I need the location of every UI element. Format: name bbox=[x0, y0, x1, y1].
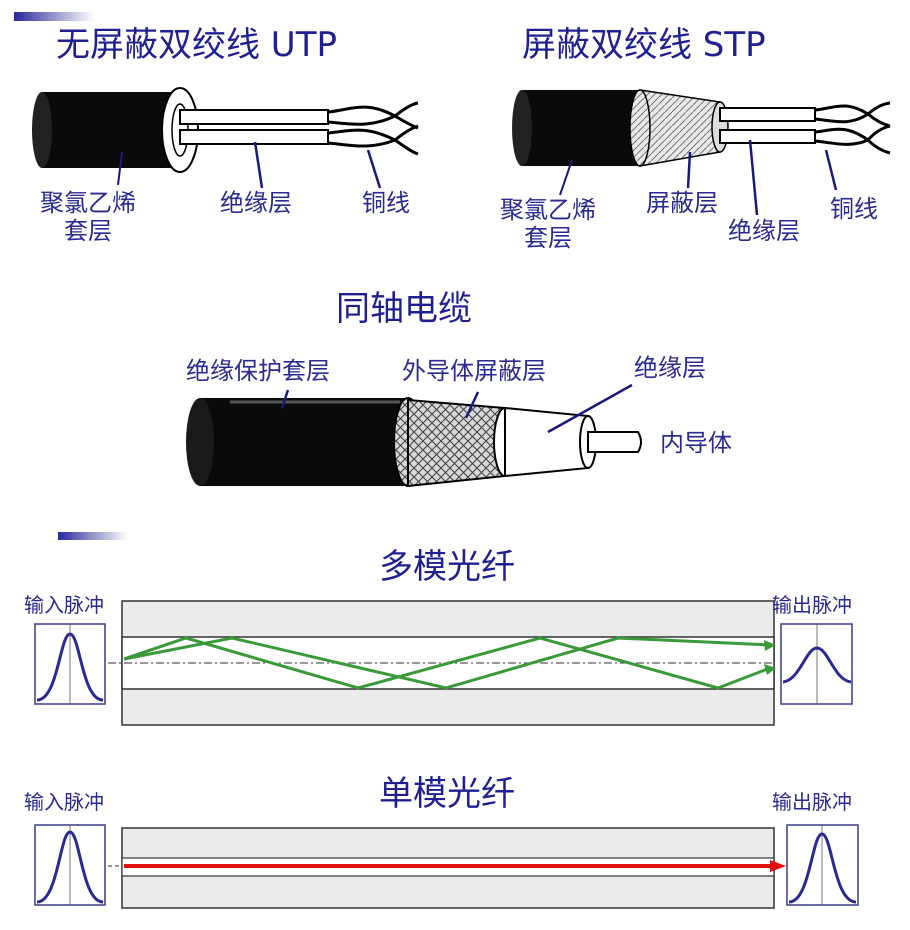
stp-jacket-label-line1: 聚氯乙烯 bbox=[500, 197, 596, 225]
utp-insulation-label: 绝缘层 bbox=[220, 190, 292, 218]
utp-jacket-label-line2: 套层 bbox=[40, 218, 136, 246]
stp-jacket-label-line2: 套层 bbox=[500, 225, 596, 253]
multimode-output-label: 输出脉冲 bbox=[772, 595, 852, 615]
singlemode-input-label: 输入脉冲 bbox=[24, 792, 104, 812]
accent-bar-top bbox=[14, 12, 94, 21]
multimode-fiber bbox=[35, 601, 852, 725]
coax-insulation-label: 绝缘层 bbox=[634, 355, 706, 383]
utp-cable-illustration bbox=[32, 88, 418, 188]
singlemode-title: 单模光纤 bbox=[379, 777, 515, 811]
singlemode-output-label: 输出脉冲 bbox=[772, 792, 852, 812]
stp-copper-label: 铜线 bbox=[830, 196, 878, 224]
utp-jacket-label: 聚氯乙烯 套层 bbox=[40, 190, 136, 245]
multimode-title: 多模光纤 bbox=[379, 550, 515, 584]
coax-inner-conductor-label: 内导体 bbox=[660, 430, 732, 458]
stp-title: 屏蔽双绞线 STP bbox=[522, 28, 766, 62]
accent-bar-middle bbox=[58, 532, 128, 540]
singlemode-fiber bbox=[35, 825, 858, 908]
stp-insulation-label: 绝缘层 bbox=[728, 218, 800, 246]
coax-outer-conductor-label: 外导体屏蔽层 bbox=[402, 358, 546, 386]
stp-shield-label: 屏蔽层 bbox=[646, 190, 718, 218]
coax-title: 同轴电缆 bbox=[336, 292, 472, 326]
coax-cable-illustration bbox=[186, 385, 641, 486]
utp-title: 无屏蔽双绞线 UTP bbox=[56, 28, 337, 62]
utp-jacket-label-line1: 聚氯乙烯 bbox=[40, 190, 136, 218]
multimode-input-label: 输入脉冲 bbox=[24, 595, 104, 615]
stp-jacket-label: 聚氯乙烯 套层 bbox=[500, 197, 596, 252]
coax-outer-jacket-label: 绝缘保护套层 bbox=[186, 358, 330, 386]
utp-copper-label: 铜线 bbox=[362, 190, 410, 218]
